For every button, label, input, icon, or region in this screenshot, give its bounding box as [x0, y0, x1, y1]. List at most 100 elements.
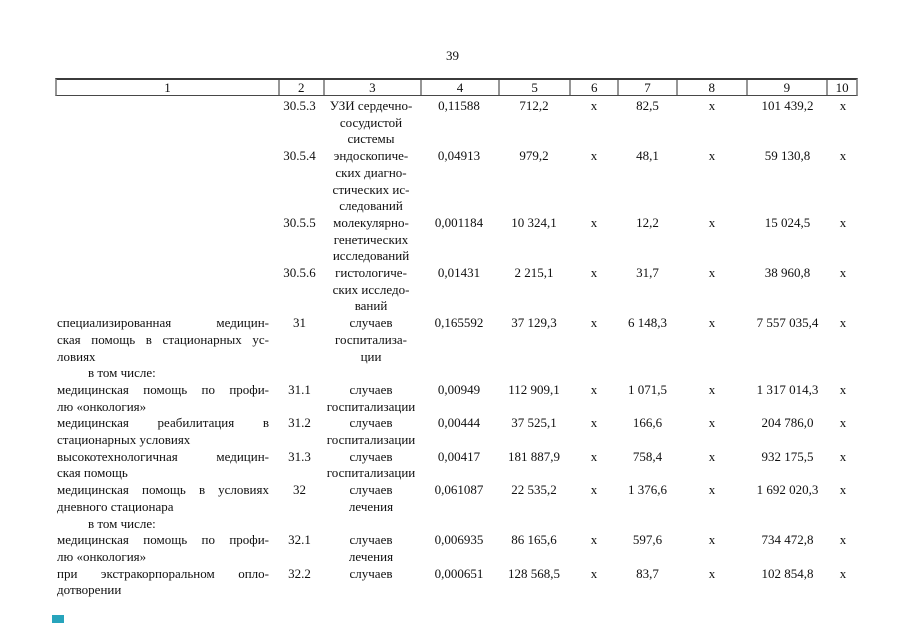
value-cell-c10: x	[839, 214, 847, 230]
value-cell-c7: 6 148,3	[628, 315, 667, 331]
value-cell-c6: x	[590, 532, 598, 548]
value-cell-c8: x	[708, 532, 716, 548]
value-cell-c7: 597,6	[632, 532, 663, 548]
value-cell-c6: x	[590, 482, 598, 498]
value-cell-c9: 204 786,0	[761, 415, 814, 431]
unit-line: госпитализа-	[335, 331, 407, 347]
value-cell-c9: 7 557 035,4	[756, 315, 819, 331]
row-sublabel: в том числе:	[88, 365, 156, 381]
value-cell-c5: 181 887,9	[508, 448, 560, 464]
value-cell-c5: 128 568,5	[508, 565, 560, 581]
unit-line: стических ис-	[332, 181, 410, 197]
row-label: высокотехнологичная медицин-ская помощь	[55, 449, 277, 482]
value-cell-c4: 0,00949	[437, 381, 481, 397]
value-cell-c6: x	[590, 265, 598, 281]
annotation-square	[52, 615, 64, 623]
unit-line: эндоскопиче-	[333, 148, 409, 164]
value-cell-c10: x	[839, 315, 847, 331]
row-label-line: лю «онкология»	[57, 548, 147, 564]
value-cell-c9: 1 692 020,3	[756, 482, 819, 498]
value-cell-c9: 734 472,8	[761, 532, 814, 548]
row-number: 31	[293, 315, 306, 331]
row-number: 31.1	[288, 381, 311, 397]
value-cell-c7: 758,4	[632, 448, 663, 464]
unit-line: случаев	[349, 565, 393, 581]
unit-line: ваний	[354, 298, 388, 314]
row-label: специализированная медицин-ская помощь в…	[55, 315, 277, 382]
value-cell-c8: x	[708, 98, 716, 113]
value-cell-c10: x	[839, 265, 847, 281]
value-cell-c4: 0,006935	[434, 532, 484, 548]
value-cell-c6: x	[590, 565, 598, 581]
value-cell-c8: x	[708, 415, 716, 431]
value-cell-c7: 1 376,6	[628, 482, 667, 498]
value-cell-c10: x	[839, 565, 847, 581]
value-cell-c4: 0,11588	[438, 98, 480, 113]
unit-line: лечения	[348, 498, 394, 514]
header-col-7: 7	[617, 80, 676, 95]
header-col-9: 9	[745, 80, 827, 95]
value-cell-c6: x	[590, 381, 598, 397]
row-label-line: медицинская помощь по профи-	[57, 532, 269, 548]
table-row-30.5.3: 30.5.3 УЗИ сердечно-сосудистой системы 0,11…	[55, 98, 858, 148]
value-cell-c7: 48,1	[636, 148, 659, 164]
value-cell-c8: x	[708, 482, 716, 498]
value-cell-c4: 0,061087	[434, 482, 484, 498]
row-label-line: высокотехнологичная медицин-	[57, 448, 269, 464]
value-cell-c8: x	[708, 381, 716, 397]
value-cell-c9: 1 317 014,3	[756, 381, 819, 397]
table-row-32.2: при экстракорпоральном опло-дотворении 32…	[55, 566, 858, 599]
value-cell-c6: x	[590, 214, 598, 230]
value-cell-c9: 59 130,8	[764, 148, 811, 164]
value-cell-c6: x	[590, 315, 598, 331]
value-cell-c10: x	[839, 482, 847, 498]
value-cell-c10: x	[839, 148, 847, 164]
row-number: 32.2	[288, 565, 311, 581]
value-cell-c7: 1 071,5	[628, 381, 667, 397]
row-label: медицинская реабилитация в стационарных у…	[55, 415, 277, 448]
row-label: медицинская помощь по профи-лю «онкологи…	[55, 532, 277, 565]
value-cell-c8: x	[708, 148, 716, 164]
value-cell-c9: 102 854,8	[761, 565, 814, 581]
value-cell-c8: x	[708, 214, 716, 230]
table-row-31.3: высокотехнологичная медицин-ская помощь 3…	[55, 449, 858, 482]
value-cell-c8: x	[708, 565, 716, 581]
value-cell-c9: 932 175,5	[761, 448, 814, 464]
row-label-line: медицинская помощь в условиях	[57, 482, 269, 498]
unit-line: случаев	[349, 381, 393, 397]
value-cell-c4: 0,00417	[437, 448, 481, 464]
value-cell-c7: 166,6	[632, 415, 663, 431]
header-col-4: 4	[420, 80, 498, 95]
value-cell-c9: 38 960,8	[764, 265, 811, 281]
header-col-1: 1	[164, 80, 171, 95]
row-number: 31.3	[288, 448, 311, 464]
unit-line: лечения	[348, 548, 394, 564]
header-col-3: 3	[322, 80, 421, 95]
row-number: 31.2	[288, 415, 311, 431]
data-table: 1 2 3 4 5 6 7 8 9 10 30.5.3 УЗИ сердечно-сосудисто…	[55, 78, 858, 599]
value-cell-c6: x	[590, 415, 598, 431]
value-cell-c5: 712,2	[519, 98, 549, 113]
table-header-row: 1 2 3 4 5 6 7 8 9 10	[55, 78, 858, 96]
unit-line: госпитализации	[326, 398, 416, 414]
value-cell-c4: 0,04913	[437, 148, 481, 164]
row-number: 30.5.3	[283, 98, 316, 113]
value-cell-c4: 0,001184	[434, 214, 484, 230]
unit-cell: случаев госпитализа-ции	[322, 315, 420, 365]
value-cell-c6: x	[590, 148, 598, 164]
unit-cell: гистологиче-ских исследо-ваний	[322, 265, 420, 315]
row-label-line: дневного стационара	[57, 498, 174, 514]
row-label-line: специализированная медицин-	[57, 315, 269, 331]
row-label-line: ловиях	[57, 348, 96, 364]
value-cell-c10: x	[839, 448, 847, 464]
unit-cell: эндоскопиче-ских диагно-стических ис-сле…	[322, 148, 420, 215]
value-cell-c10: x	[839, 415, 847, 431]
unit-cell: УЗИ сердечно-сосудистой системы	[322, 98, 420, 148]
value-cell-c6: x	[590, 448, 598, 464]
value-cell-c7: 83,7	[636, 565, 659, 581]
value-cell-c5: 10 324,1	[511, 214, 557, 230]
value-cell-c5: 112 909,1	[508, 381, 560, 397]
value-cell-c6: x	[590, 98, 598, 113]
unit-cell: случаев госпитализации	[322, 415, 420, 448]
